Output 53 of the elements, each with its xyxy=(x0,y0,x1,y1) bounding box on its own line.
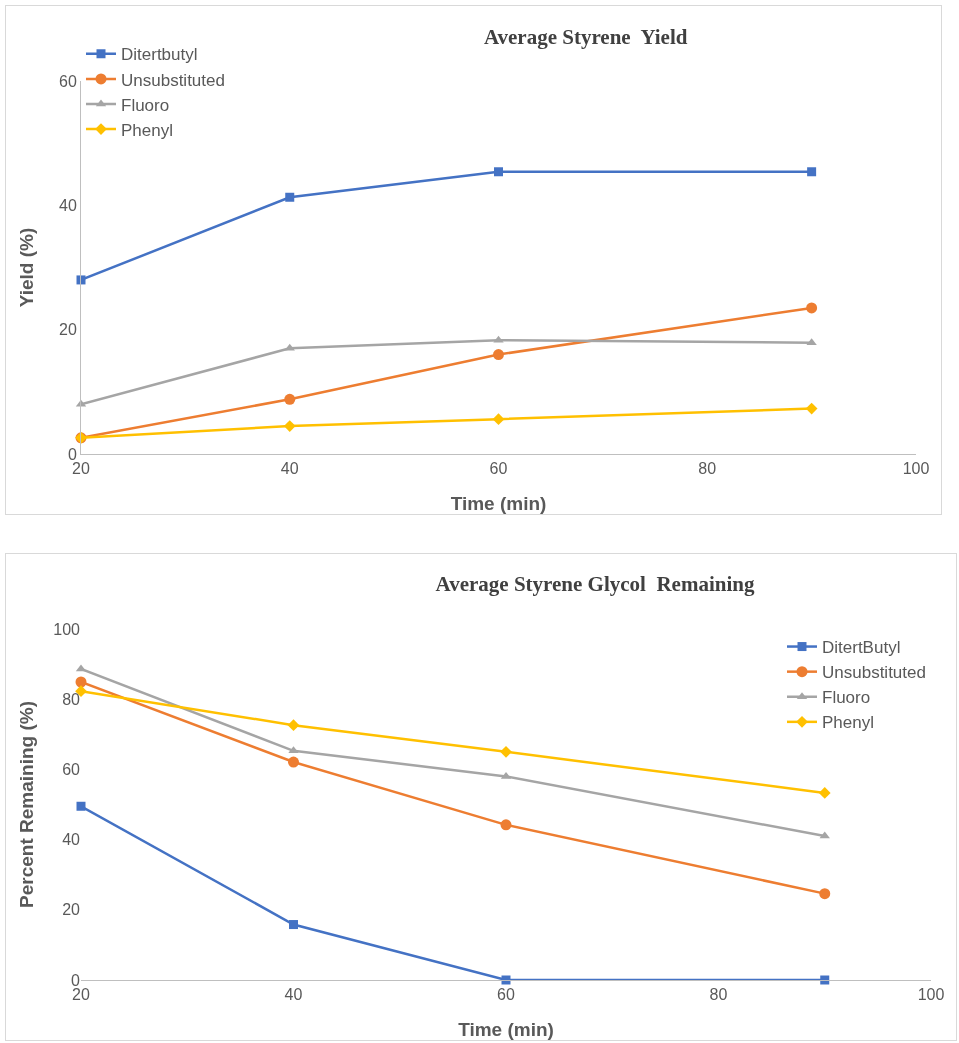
point xyxy=(807,167,817,177)
y-axis-title: Percent Remaining (%) xyxy=(16,701,37,908)
y-tick-label: 60 xyxy=(62,761,81,778)
x-tick-label: 100 xyxy=(917,986,945,1004)
chart-title: Average Styrene Glycol Remaining xyxy=(435,571,755,596)
x-tick-label: 40 xyxy=(280,460,299,478)
legend-label: Phenyl xyxy=(822,713,874,733)
point xyxy=(284,343,295,351)
chart-title: Average Styrene Yield xyxy=(483,24,688,49)
legend-label: Ditertbutyl xyxy=(121,45,198,65)
point xyxy=(289,920,298,930)
legend-label: Fluoro xyxy=(121,95,170,115)
point xyxy=(493,349,504,361)
x-tick-label: 80 xyxy=(698,460,717,478)
x-tick-label: 60 xyxy=(497,986,515,1004)
point xyxy=(288,756,299,768)
legend-label: Unsubstituted xyxy=(822,663,926,683)
y-tick-label: 60 xyxy=(59,72,77,90)
point xyxy=(819,831,830,839)
x-tick-label: 40 xyxy=(284,986,303,1004)
point xyxy=(494,167,503,177)
point xyxy=(76,801,86,811)
y-tick-label: 80 xyxy=(62,690,81,708)
point xyxy=(806,302,818,314)
point xyxy=(285,192,295,202)
x-tick-label: 80 xyxy=(709,986,728,1004)
legend-label: Fluoro xyxy=(822,688,871,708)
point xyxy=(818,787,831,799)
x-axis-title: Time (min) xyxy=(450,493,547,514)
point xyxy=(284,393,296,405)
legend-label: Phenyl xyxy=(121,120,173,140)
point xyxy=(288,746,299,754)
x-tick-label: 100 xyxy=(902,460,930,478)
point xyxy=(75,676,87,688)
point xyxy=(500,746,512,758)
point xyxy=(287,719,300,732)
y-tick-label: 100 xyxy=(53,620,81,638)
y-axis-title: Yield (%) xyxy=(16,227,37,308)
y-tick-label: 0 xyxy=(67,445,77,463)
x-axis-title: Time (min) xyxy=(458,1019,554,1040)
y-tick-label: 40 xyxy=(62,831,81,849)
legend-label: Unsubstituted xyxy=(121,70,225,90)
y-tick-label: 0 xyxy=(71,971,81,989)
point xyxy=(492,413,505,426)
point xyxy=(819,888,831,900)
legend-label: DitertButyl xyxy=(822,638,901,658)
point xyxy=(283,420,296,432)
point xyxy=(500,819,512,831)
x-tick-label: 60 xyxy=(489,460,508,478)
y-tick-label: 40 xyxy=(59,196,77,214)
point xyxy=(805,402,818,415)
y-tick-label: 20 xyxy=(62,901,81,919)
y-tick-label: 20 xyxy=(59,321,77,339)
